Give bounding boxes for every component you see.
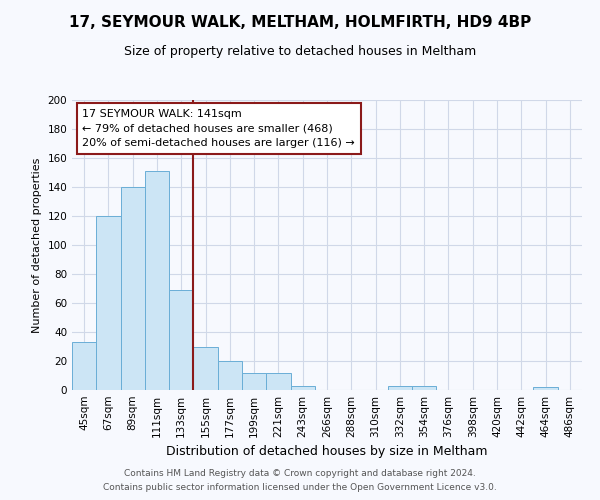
Bar [96,216,121,390]
Text: Contains public sector information licensed under the Open Government Licence v3: Contains public sector information licen… [103,484,497,492]
Text: 17, SEYMOUR WALK, MELTHAM, HOLMFIRTH, HD9 4BP: 17, SEYMOUR WALK, MELTHAM, HOLMFIRTH, HD… [69,15,531,30]
Bar [290,386,315,390]
Bar [193,346,218,390]
Bar [242,372,266,390]
Text: Contains HM Land Registry data © Crown copyright and database right 2024.: Contains HM Land Registry data © Crown c… [124,468,476,477]
Bar [533,387,558,390]
Text: 17 SEYMOUR WALK: 141sqm
← 79% of detached houses are smaller (468)
20% of semi-d: 17 SEYMOUR WALK: 141sqm ← 79% of detache… [82,108,355,148]
Bar [121,187,145,390]
Bar [169,290,193,390]
X-axis label: Distribution of detached houses by size in Meltham: Distribution of detached houses by size … [166,446,488,458]
Y-axis label: Number of detached properties: Number of detached properties [32,158,42,332]
Bar [218,361,242,390]
Bar [388,386,412,390]
Bar [412,386,436,390]
Text: Size of property relative to detached houses in Meltham: Size of property relative to detached ho… [124,45,476,58]
Bar [266,372,290,390]
Bar [72,342,96,390]
Bar [145,171,169,390]
